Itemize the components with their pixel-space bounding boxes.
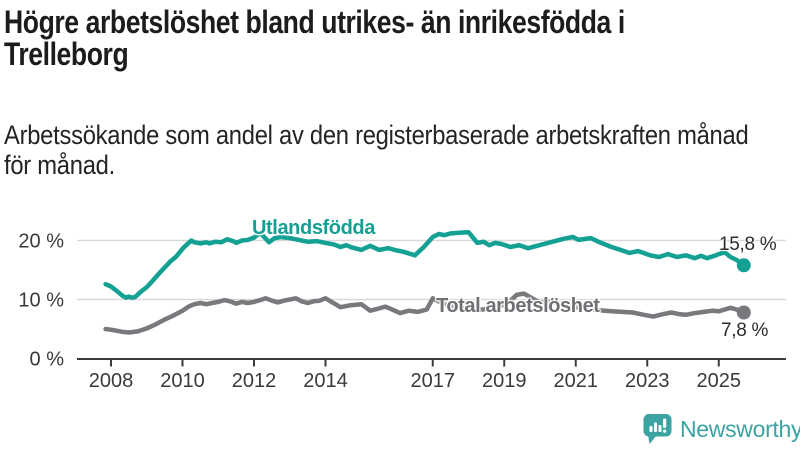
y-tick-label: 20 %: [18, 231, 64, 253]
chart-subtitle: Arbetssökande som andel av den registerb…: [4, 120, 749, 180]
series-label-total-arbetsloshet: Total arbetslöshet: [436, 295, 600, 317]
x-tick-label: 2017: [411, 370, 456, 392]
title-line-1: Högre arbetslöshet bland utrikes- än inr…: [4, 4, 625, 40]
x-tick-label: 2008: [89, 370, 134, 392]
x-tick-label: 2021: [554, 370, 599, 392]
x-tick-label: 2025: [697, 370, 742, 392]
newsworthy-logo-text: Newsworthy: [680, 415, 800, 442]
newsworthy-logo: Newsworthy: [643, 413, 800, 445]
subtitle-line-2: för månad.: [4, 150, 115, 180]
y-tick-label: 10 %: [18, 290, 64, 312]
subtitle-line-1: Arbetssökande som andel av den registerb…: [4, 120, 749, 150]
x-tick-label: 2014: [303, 370, 348, 392]
x-tick-label: 2023: [625, 370, 670, 392]
y-tick-label: 0 %: [30, 349, 65, 371]
title-line-2: Trelleborg: [4, 36, 129, 72]
page-title: Högre arbetslöshet bland utrikes- än inr…: [4, 6, 625, 70]
series-end-dot-utlandsfodda: [736, 258, 751, 273]
series-line-utlandsfodda: [103, 229, 747, 300]
newsworthy-logo-icon: [643, 414, 672, 444]
series-label-utlandsfodda: Utlandsfödda: [252, 217, 375, 239]
x-tick-label: 2010: [160, 370, 205, 392]
x-tick-label: 2012: [232, 370, 277, 392]
end-value-label-utlandsfodda: 15,8 %: [719, 234, 777, 255]
x-tick-label: 2019: [482, 370, 527, 392]
end-value-label-total: 7,8 %: [721, 320, 769, 341]
series-end-dot-total: [736, 305, 751, 320]
series-line-total: [103, 291, 747, 335]
